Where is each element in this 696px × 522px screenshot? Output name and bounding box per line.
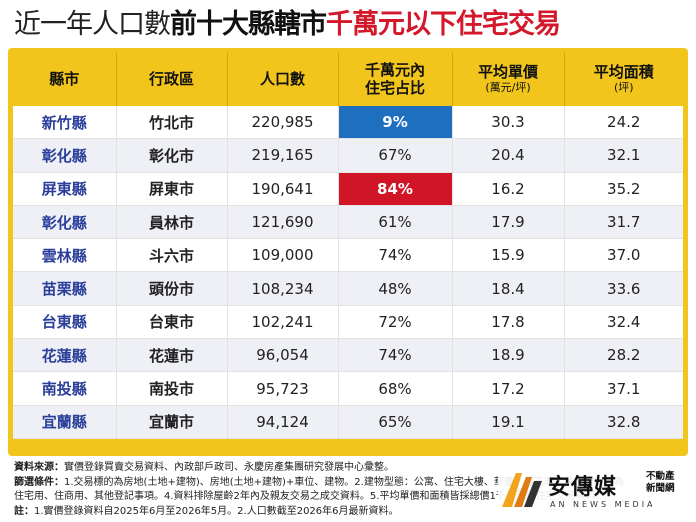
cell-county: 南投縣 bbox=[13, 371, 117, 406]
cell-share: 61% bbox=[338, 205, 453, 240]
cell-share: 68% bbox=[338, 371, 453, 406]
cell-population: 102,241 bbox=[227, 305, 339, 340]
table-row: 彰化縣 彰化市 219,165 67% 20.4 32.1 bbox=[13, 138, 683, 173]
date-note: 註：1.實價登錄資料自2025年6月至2026年5月。2.人口數截至2026年6… bbox=[14, 505, 399, 517]
table-row: 彰化縣 員林市 121,690 61% 17.9 31.7 bbox=[13, 205, 683, 240]
logo-name: 安傳媒 bbox=[548, 475, 618, 500]
cell-population: 96,054 bbox=[227, 338, 339, 373]
header-population: 人口數 bbox=[227, 52, 339, 106]
cell-price: 15.9 bbox=[452, 238, 565, 273]
cell-price: 18.9 bbox=[452, 338, 565, 373]
cell-population: 219,165 bbox=[227, 138, 339, 173]
cell-area: 33.6 bbox=[564, 271, 683, 306]
logo-english: AN NEWS MEDIA bbox=[550, 500, 656, 509]
cell-district: 宜蘭市 bbox=[116, 405, 228, 439]
source-note: 資料來源：實價登錄買賣交易資料、內政部戶政司、永慶房產集團研究發展中心彙整。 bbox=[14, 462, 394, 473]
cell-area: 32.1 bbox=[564, 138, 683, 173]
cell-area: 37.0 bbox=[564, 238, 683, 273]
page-title: 近一年人口數前十大縣轄市千萬元以下住宅交易 bbox=[14, 6, 694, 44]
cell-district: 彰化市 bbox=[116, 138, 228, 173]
cell-county: 雲林縣 bbox=[13, 238, 117, 273]
cell-area: 24.2 bbox=[564, 106, 683, 140]
cell-district: 竹北市 bbox=[116, 106, 228, 140]
cell-county: 花蓮縣 bbox=[13, 338, 117, 373]
cell-share: 9% bbox=[338, 106, 453, 140]
cell-share: 65% bbox=[338, 405, 453, 439]
header-price: 平均單價 (萬元/坪) bbox=[452, 52, 565, 106]
cell-share: 72% bbox=[338, 305, 453, 340]
cell-population: 108,234 bbox=[227, 271, 339, 306]
table-row: 花蓮縣 花蓮市 96,054 74% 18.9 28.2 bbox=[13, 338, 683, 373]
table-row: 苗栗縣 頭份市 108,234 48% 18.4 33.6 bbox=[13, 271, 683, 306]
cell-price: 17.8 bbox=[452, 305, 565, 340]
cell-county: 屏東縣 bbox=[13, 172, 117, 206]
cell-area: 28.2 bbox=[564, 338, 683, 373]
cell-share: 48% bbox=[338, 271, 453, 306]
cell-county: 宜蘭縣 bbox=[13, 405, 117, 439]
filter-note-1: 篩選條件：1.交易標的為房地(土地+建物)、房地(土地+建物)+車位、建物。2.… bbox=[14, 476, 624, 488]
table-row: 台東縣 台東市 102,241 72% 17.8 32.4 bbox=[13, 305, 683, 340]
cell-area: 32.8 bbox=[564, 405, 683, 439]
cell-price: 17.9 bbox=[452, 205, 565, 240]
cell-share: 84% bbox=[338, 172, 453, 206]
header-price-unit: (萬元/坪) bbox=[485, 81, 531, 94]
cell-district: 屏東市 bbox=[116, 172, 228, 206]
cell-population: 220,985 bbox=[227, 106, 339, 140]
data-table: 縣市 行政區 人口數 千萬元內 住宅占比 平均單價 (萬元/坪) 平均面積 (坪) … bbox=[13, 52, 683, 439]
cell-population: 121,690 bbox=[227, 205, 339, 240]
cell-district: 台東市 bbox=[116, 305, 228, 340]
cell-share: 74% bbox=[338, 338, 453, 373]
table-row: 南投縣 南投市 95,723 68% 17.2 37.1 bbox=[13, 371, 683, 406]
footnotes: 資料來源：實價登錄買賣交易資料、內政部戶政司、永慶房產集團研究發展中心彙整。 篩… bbox=[14, 461, 694, 519]
cell-area: 37.1 bbox=[564, 371, 683, 406]
logo-tag: 不動產 新聞網 bbox=[646, 471, 675, 494]
table-row: 雲林縣 斗六市 109,000 74% 15.9 37.0 bbox=[13, 238, 683, 273]
cell-area: 35.2 bbox=[564, 172, 683, 206]
cell-population: 109,000 bbox=[227, 238, 339, 273]
filter-note-2: 住宅用、住商用、其他登記事項。4.資料排除屋齡2年內及親友交易之成交資料。5.平… bbox=[14, 491, 606, 502]
header-district: 行政區 bbox=[116, 52, 228, 106]
table-row: 宜蘭縣 宜蘭市 94,124 65% 19.1 32.8 bbox=[13, 405, 683, 439]
cell-price: 30.3 bbox=[452, 106, 565, 140]
cell-price: 17.2 bbox=[452, 371, 565, 406]
cell-district: 斗六市 bbox=[116, 238, 228, 273]
cell-county: 新竹縣 bbox=[13, 106, 117, 140]
cell-price: 16.2 bbox=[452, 172, 565, 206]
cell-area: 32.4 bbox=[564, 305, 683, 340]
cell-population: 190,641 bbox=[227, 172, 339, 206]
title-part-1: 近一年人口數 bbox=[14, 9, 171, 40]
header-county: 縣市 bbox=[13, 52, 117, 106]
header-share: 千萬元內 住宅占比 bbox=[338, 52, 453, 106]
cell-county: 台東縣 bbox=[13, 305, 117, 340]
table-row: 新竹縣 竹北市 220,985 9% 30.3 24.2 bbox=[13, 106, 683, 140]
brand-logo: 安傳媒 不動產 新聞網 AN NEWS MEDIA bbox=[498, 467, 694, 515]
cell-price: 18.4 bbox=[452, 271, 565, 306]
title-part-3: 千萬元以下住宅交易 bbox=[326, 9, 561, 40]
cell-price: 20.4 bbox=[452, 138, 565, 173]
table-row: 屏東縣 屏東市 190,641 84% 16.2 35.2 bbox=[13, 172, 683, 206]
table-header-row: 縣市 行政區 人口數 千萬元內 住宅占比 平均單價 (萬元/坪) 平均面積 (坪) bbox=[13, 52, 683, 106]
cell-price: 19.1 bbox=[452, 405, 565, 439]
cell-county: 苗栗縣 bbox=[13, 271, 117, 306]
cell-population: 95,723 bbox=[227, 371, 339, 406]
cell-district: 花蓮市 bbox=[116, 338, 228, 373]
cell-area: 31.7 bbox=[564, 205, 683, 240]
header-area-unit: (坪) bbox=[613, 81, 634, 94]
title-part-2: 前十大縣轄市 bbox=[170, 9, 327, 40]
cell-district: 員林市 bbox=[116, 205, 228, 240]
cell-share: 74% bbox=[338, 238, 453, 273]
cell-county: 彰化縣 bbox=[13, 205, 117, 240]
header-area: 平均面積 (坪) bbox=[564, 52, 683, 106]
cell-district: 南投市 bbox=[116, 371, 228, 406]
cell-share: 67% bbox=[338, 138, 453, 173]
logo-mark-icon bbox=[502, 473, 542, 507]
cell-county: 彰化縣 bbox=[13, 138, 117, 173]
cell-district: 頭份市 bbox=[116, 271, 228, 306]
cell-population: 94,124 bbox=[227, 405, 339, 439]
